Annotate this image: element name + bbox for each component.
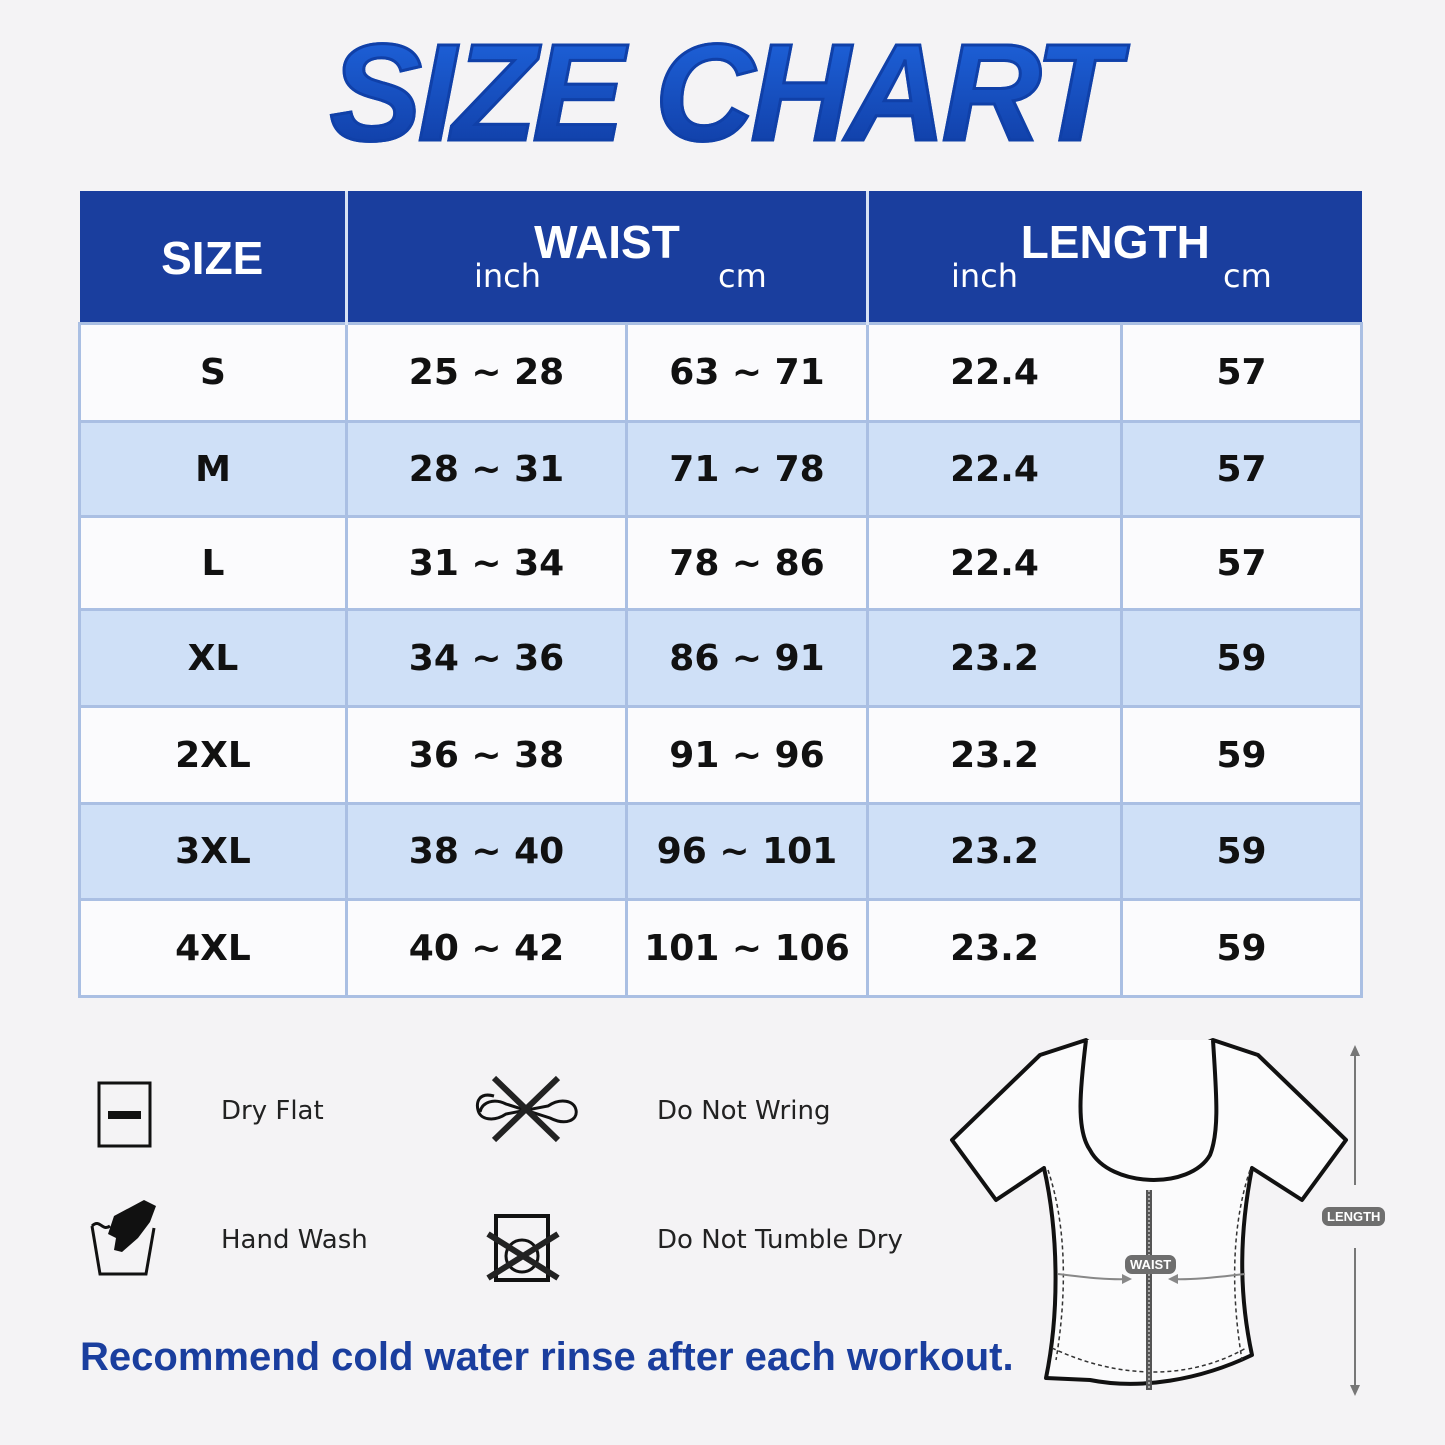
waist-cm-label: cm [718,257,767,295]
care-label-do-not-tumble-dry: Do Not Tumble Dry [657,1225,903,1255]
cell-length-in: 23.2 [866,705,1123,805]
cell-waist-in: 34 ~ 36 [345,608,628,708]
cell-waist-cm: 63 ~ 71 [625,322,869,423]
cell-size: 2XL [78,705,348,805]
cell-length-cm: 59 [1120,705,1363,805]
cell-size: 3XL [78,802,348,901]
cell-size: M [78,420,348,518]
garment-diagram [950,1038,1360,1396]
cell-waist-in: 31 ~ 34 [345,515,628,611]
cell-length-in: 23.2 [866,802,1123,901]
cell-length-cm: 59 [1120,802,1363,901]
cell-length-cm: 57 [1120,515,1363,611]
cell-size: 4XL [78,898,348,998]
cell-size: S [78,322,348,423]
cell-length-cm: 57 [1120,420,1363,518]
cell-waist-cm: 71 ~ 78 [625,420,869,518]
length-label: LENGTH [1322,1207,1386,1226]
cell-length-in: 22.4 [866,515,1123,611]
table-row: M 28 ~ 31 71 ~ 78 22.4 57 [78,420,1363,518]
table-row: L 31 ~ 34 78 ~ 86 22.4 57 [78,515,1363,611]
cell-waist-cm: 78 ~ 86 [625,515,869,611]
care-label-dry-flat: Dry Flat [221,1096,324,1126]
cell-length-cm: 57 [1120,322,1363,423]
cell-waist-in: 36 ~ 38 [345,705,628,805]
length-cm-label: cm [1223,257,1272,295]
care-label-hand-wash: Hand Wash [221,1225,368,1255]
table-row: 4XL 40 ~ 42 101 ~ 106 23.2 59 [78,898,1363,998]
cell-length-cm: 59 [1120,898,1363,998]
do-not-tumble-dry-icon [486,1214,560,1282]
hand-wash-icon [90,1200,156,1276]
table-row: 3XL 38 ~ 40 96 ~ 101 23.2 59 [78,802,1363,901]
cell-waist-in: 25 ~ 28 [345,322,628,423]
cell-length-in: 22.4 [866,322,1123,423]
dry-flat-icon [97,1081,152,1148]
cell-length-in: 23.2 [866,608,1123,708]
waist-label: WAIST [1125,1255,1177,1274]
page-title: SIZE CHART [0,17,1445,170]
header-waist: WAIST inch cm [346,191,869,324]
header-size: SIZE [79,191,348,324]
cell-waist-cm: 91 ~ 96 [625,705,869,805]
length-inch-label: inch [951,257,1019,295]
cell-waist-in: 40 ~ 42 [345,898,628,998]
cell-length-in: 23.2 [866,898,1123,998]
care-label-do-not-wring: Do Not Wring [657,1096,831,1126]
waist-inch-label: inch [474,257,542,295]
cell-length-cm: 59 [1120,608,1363,708]
cell-waist-cm: 86 ~ 91 [625,608,869,708]
cell-waist-in: 38 ~ 40 [345,802,628,901]
size-table: SIZE WAIST inch cm LENGTH inch cm S 25 ~ … [78,191,1363,998]
header-length: LENGTH inch cm [867,191,1362,324]
cell-size: XL [78,608,348,708]
do-not-wring-icon [475,1075,578,1143]
cell-size: L [78,515,348,611]
table-row: 2XL 36 ~ 38 91 ~ 96 23.2 59 [78,705,1363,805]
cell-length-in: 22.4 [866,420,1123,518]
cell-waist-cm: 101 ~ 106 [625,898,869,998]
table-row: S 25 ~ 28 63 ~ 71 22.4 57 [78,322,1363,423]
cell-waist-cm: 96 ~ 101 [625,802,869,901]
care-note: Recommend cold water rinse after each wo… [80,1335,1014,1379]
cell-waist-in: 28 ~ 31 [345,420,628,518]
table-row: XL 34 ~ 36 86 ~ 91 23.2 59 [78,608,1363,708]
